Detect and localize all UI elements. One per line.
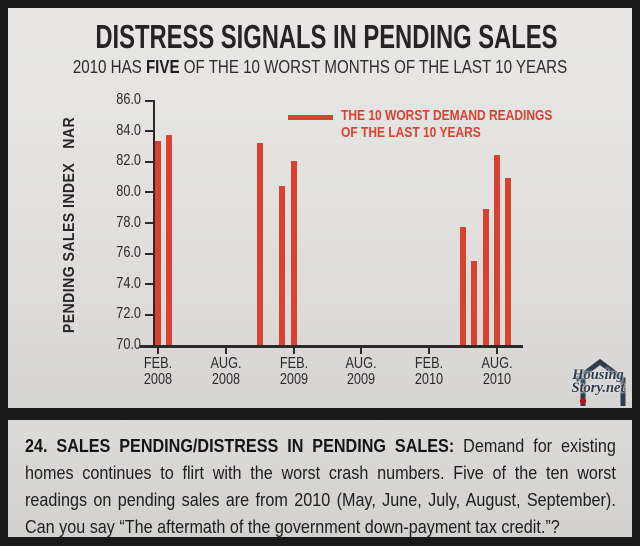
x-tick-label: AUG. 2009 [345,355,377,388]
subtitle-prefix: 2010 HAS [72,57,146,77]
y-tick-mark [145,344,153,347]
bar [482,208,489,345]
bar [471,260,478,345]
x-tick-mark [292,347,295,354]
y-tick-label: 82.0 [116,152,141,170]
caption-panel: 24. SALES PENDING/DISTRESS IN PENDING SA… [8,420,632,537]
y-tick-label: 72.0 [116,305,141,323]
subtitle-suffix: OF THE 10 WORST MONTHS OF THE LAST 10 YE… [179,57,568,77]
bar [256,142,263,345]
y-tick-mark [145,313,153,316]
y-tick-label: 86.0 [116,91,141,108]
y-tick-label: 76.0 [116,244,141,262]
x-tick-label: FEB. 2008 [143,355,173,388]
logo-line2: Story.net [571,379,625,396]
bar [155,141,161,345]
bar [279,185,286,345]
logo-line1: Housing [572,367,624,383]
x-tick-label: AUG. 2010 [481,355,513,388]
page-title: DISTRESS SIGNALS IN PENDING SALES [95,18,558,55]
x-tick-label: AUG. 2008 [210,355,242,388]
y-tick-mark [145,191,153,194]
y-tick-mark [145,130,153,133]
y-tick-mark [145,283,153,286]
legend-label: THE 10 WORST DEMAND READINGS OF THE LAST… [341,107,552,141]
x-tick-label: FEB. 2010 [415,355,444,388]
subtitle-bold-word: FIVE [145,57,180,77]
y-tick-label: 74.0 [116,274,141,292]
bar [505,178,512,345]
y-axis-line [153,100,155,347]
caption-body: Demand for existing homes continues to f… [25,435,616,537]
legend-line-swatch [288,115,333,120]
x-tick-mark [224,347,227,354]
y-tick-label: 70.0 [116,336,141,353]
bar [290,161,297,345]
caption-lead: 24. SALES PENDING/DISTRESS IN PENDING SA… [25,435,455,456]
bar [460,227,467,345]
y-tick-mark [145,99,153,102]
legend-label-line2: OF THE LAST 10 YEARS [341,124,481,141]
x-tick-mark [428,347,431,354]
housingstory-logo: Housing Story.net [560,352,636,408]
x-tick-mark [496,347,498,354]
y-axis-title-unit: NAR [61,116,78,149]
y-tick-mark [145,222,153,224]
bar [166,135,173,345]
legend-label-line1: THE 10 WORST DEMAND READINGS [341,107,553,124]
chart-panel: DISTRESS SIGNALS IN PENDING SALES 2010 H… [8,8,632,408]
y-tick-label: 78.0 [116,213,141,231]
y-tick-label: 80.0 [116,182,141,200]
y-tick-mark [145,252,153,255]
caption-text: 24. SALES PENDING/DISTRESS IN PENDING SA… [25,432,616,540]
x-tick-mark [360,347,363,354]
y-tick-label: 84.0 [116,121,141,139]
y-axis-title-text: PENDING SALES INDEX [61,162,78,334]
logo-wordmark: Housing Story.net [560,367,636,396]
x-tick-label: FEB. 2009 [279,355,308,388]
house-icon [574,358,626,406]
y-axis-title: PENDING SALES INDEX NAR [61,117,79,333]
y-tick-mark [145,160,153,163]
x-axis-line [140,345,523,348]
bar [494,155,500,345]
caption: 24. SALES PENDING/DISTRESS IN PENDING SA… [8,420,632,540]
logo-red-dot [579,397,587,405]
subtitle: 2010 HAS FIVE OF THE 10 WORST MONTHS OF … [58,57,582,78]
x-tick-mark [157,347,159,354]
